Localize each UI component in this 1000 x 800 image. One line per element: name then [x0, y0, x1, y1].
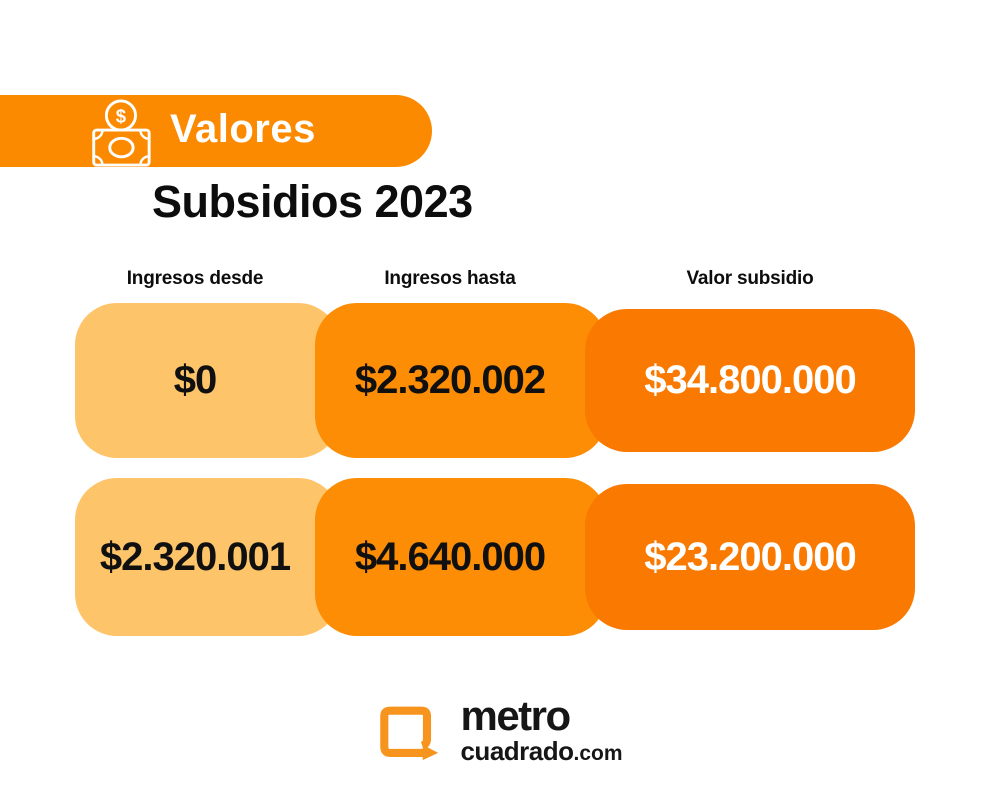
value-ingresos-hasta: $4.640.000 — [354, 534, 546, 579]
page-title: Subsidios 2023 — [152, 176, 473, 227]
value-ingresos-hasta: $2.320.002 — [354, 358, 546, 402]
column-header-ingresos-desde: Ingresos desde — [126, 268, 264, 289]
header-badge: $ Valores — [0, 95, 432, 167]
logo-text: metro cuadrado .com — [460, 692, 622, 767]
logo-word-metro: metro — [460, 692, 571, 739]
value-valor-subsidio: $34.800.000 — [644, 358, 856, 402]
logo-word-cuadrado: cuadrado — [460, 735, 574, 766]
square-arrow-logo-icon — [380, 706, 439, 760]
table-row: $0 $2.320.002 $34.800.000 — [75, 303, 915, 458]
money-bill-coin-icon: $ — [92, 99, 151, 167]
table-header-row: Ingresos desde Ingresos hasta Valor subs… — [75, 266, 915, 292]
metrocuadrado-logo: metro cuadrado .com — [377, 692, 623, 767]
cell-valor-subsidio — [585, 309, 915, 452]
table-row: $2.320.001 $4.640.000 $23.200.000 — [75, 478, 915, 636]
column-header-ingresos-hasta: Ingresos hasta — [384, 268, 516, 289]
logo-word-com: .com — [573, 741, 623, 765]
value-ingresos-desde: $0 — [173, 358, 218, 402]
subsidy-table: Ingresos desde Ingresos hasta Valor subs… — [75, 266, 915, 636]
cell-valor-subsidio — [585, 484, 915, 630]
value-ingresos-desde: $2.320.001 — [99, 534, 291, 579]
column-header-valor-subsidio: Valor subsidio — [686, 268, 814, 289]
cell-ingresos-desde — [75, 478, 340, 636]
svg-text:$: $ — [116, 105, 127, 126]
value-valor-subsidio: $23.200.000 — [644, 534, 856, 579]
logo-word-cuadrado-com: cuadrado .com — [460, 736, 622, 767]
cell-ingresos-desde — [75, 303, 340, 458]
cell-ingresos-hasta — [315, 478, 607, 636]
badge-label: Valores — [170, 106, 316, 151]
cell-ingresos-hasta — [315, 303, 607, 458]
